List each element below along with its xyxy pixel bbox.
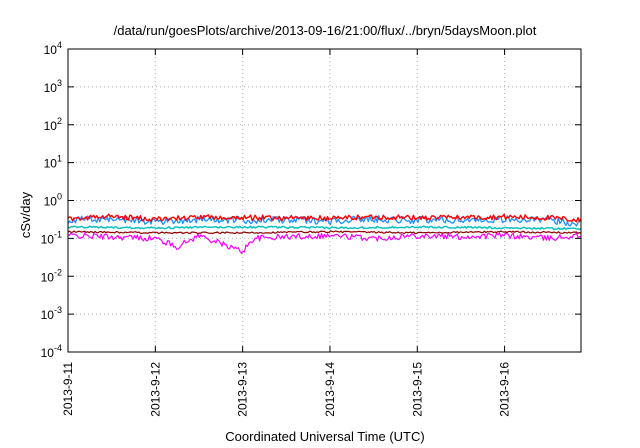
x-tick-label: 2013-9-14 <box>323 362 337 417</box>
y-tick-label: 10-2 <box>41 267 62 284</box>
x-tick-label: 2013-9-13 <box>236 362 250 417</box>
series-line <box>67 230 582 235</box>
x-tick-label: 2013-9-12 <box>148 362 162 417</box>
y-tick-label: 103 <box>44 78 62 95</box>
series-line <box>67 225 582 231</box>
series-layer <box>67 213 582 254</box>
series-line <box>67 215 582 227</box>
grid <box>68 49 581 352</box>
y-tick-label: 100 <box>44 192 62 209</box>
chart-title: /data/run/goesPlots/archive/2013-09-16/2… <box>114 23 537 38</box>
x-axis-label: Coordinated Universal Time (UTC) <box>225 429 424 444</box>
y-tick-label: 10-3 <box>41 305 62 322</box>
series-line <box>67 213 582 223</box>
x-tick-label: 2013-9-16 <box>498 362 512 417</box>
series-line <box>67 232 581 254</box>
y-tick-label: 104 <box>44 40 62 57</box>
y-tick-label: 101 <box>44 154 62 171</box>
x-tick-label: 2013-9-15 <box>410 362 424 417</box>
y-tick-label: 10-1 <box>41 229 62 246</box>
x-tick-label: 2013-9-11 <box>61 362 75 416</box>
y-tick-label: 10-4 <box>41 343 62 360</box>
ticks <box>67 48 581 353</box>
tick-labels: 10-4 10-3 10-2 10-1 100 101 102 103 104 2013-9-11… <box>41 40 512 417</box>
y-axis-label: cSv/day <box>18 191 33 238</box>
y-tick-label: 102 <box>44 116 62 133</box>
